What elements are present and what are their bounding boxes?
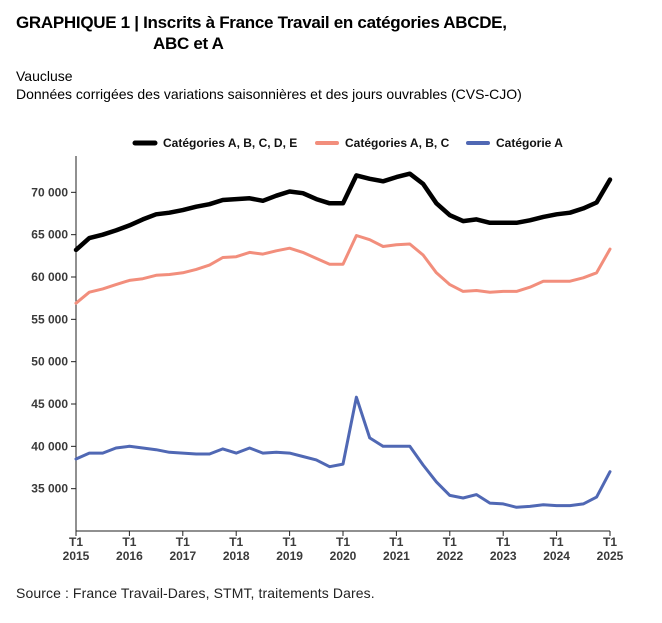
chart-title: GRAPHIQUE 1 | Inscrits à France Travail … (16, 12, 616, 54)
x-tick-label: T1 (122, 535, 136, 549)
y-tick-label: 35 000 (31, 482, 68, 496)
x-tick-label: T1 (336, 535, 350, 549)
x-tick-label: T1 (603, 535, 617, 549)
y-tick-label: 40 000 (31, 439, 68, 453)
chart-title-line1: GRAPHIQUE 1 | Inscrits à France Travail … (16, 13, 507, 32)
x-tick-label: T1 (389, 535, 403, 549)
x-tick-label: T1 (69, 535, 83, 549)
x-tick-year: 2015 (63, 549, 90, 563)
chart-title-line2: ABC et A (153, 34, 224, 53)
legend-label: Catégories A, B, C, D, E (163, 136, 297, 150)
y-tick-label: 55 000 (31, 312, 68, 326)
y-tick-label: 60 000 (31, 270, 68, 284)
y-axis: 35 000 40 000 45 000 50 000 55 000 60 000 65 0… (31, 156, 77, 531)
chart-subtitle: Vaucluse Données corrigées des variation… (16, 67, 522, 103)
x-tick-year: 2019 (276, 549, 303, 563)
series-line-1 (73, 171, 613, 253)
x-tick-label: T1 (496, 535, 510, 549)
legend-label: Catégorie A (496, 136, 563, 150)
y-tick-label: 45 000 (31, 397, 68, 411)
x-tick-year: 2018 (223, 549, 250, 563)
x-tick-year: 2021 (383, 549, 410, 563)
x-tick-label: T1 (443, 535, 457, 549)
series-line-2 (74, 234, 612, 305)
y-tick-label: 70 000 (31, 185, 68, 199)
x-tick-label: T1 (229, 535, 243, 549)
x-tick-label: T1 (176, 535, 190, 549)
x-tick-year: 2020 (330, 549, 357, 563)
subtitle-description: Données corrigées des variations saisonn… (16, 86, 522, 102)
chart-series (73, 171, 613, 509)
source-note: Source : France Travail-Dares, STMT, tra… (16, 585, 375, 601)
x-tick-year: 2024 (543, 549, 570, 563)
y-tick-label: 65 000 (31, 228, 68, 242)
x-tick-year: 2017 (169, 549, 196, 563)
series-line-3 (74, 395, 612, 509)
x-tick-year: 2025 (597, 549, 624, 563)
x-axis: T12015T12016T12017T12018T12019T12020T120… (63, 530, 624, 563)
legend-label: Catégories A, B, C (345, 136, 450, 150)
x-tick-year: 2023 (490, 549, 517, 563)
y-tick-label: 50 000 (31, 355, 68, 369)
x-tick-label: T1 (550, 535, 564, 549)
x-tick-label: T1 (283, 535, 297, 549)
x-tick-year: 2022 (436, 549, 463, 563)
subtitle-region: Vaucluse (16, 68, 73, 84)
chart-legend: Catégories A, B, C, D, E Catégories A, B,… (132, 136, 563, 150)
x-tick-year: 2016 (116, 549, 143, 563)
